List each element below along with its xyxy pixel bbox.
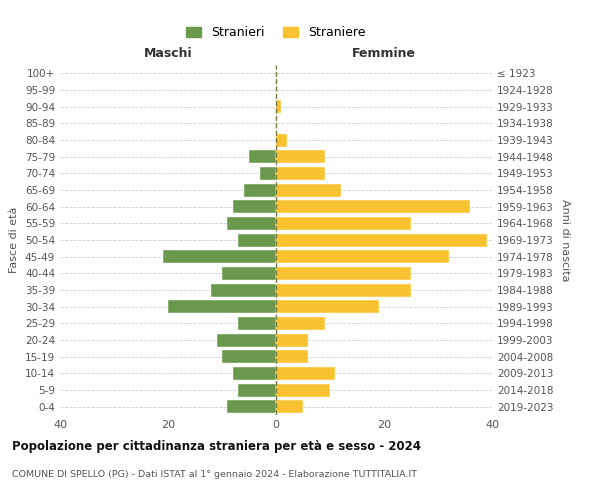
- Bar: [276, 350, 308, 363]
- Bar: [238, 234, 276, 246]
- Bar: [276, 367, 335, 380]
- Bar: [276, 400, 303, 413]
- Bar: [260, 167, 276, 180]
- Bar: [276, 100, 281, 113]
- Bar: [227, 217, 276, 230]
- Y-axis label: Fasce di età: Fasce di età: [10, 207, 19, 273]
- Bar: [276, 217, 411, 230]
- Bar: [276, 167, 325, 180]
- Bar: [238, 384, 276, 396]
- Text: Maschi: Maschi: [143, 47, 193, 60]
- Bar: [222, 350, 276, 363]
- Bar: [276, 384, 330, 396]
- Bar: [276, 234, 487, 246]
- Text: Popolazione per cittadinanza straniera per età e sesso - 2024: Popolazione per cittadinanza straniera p…: [12, 440, 421, 453]
- Bar: [276, 150, 325, 163]
- Bar: [276, 250, 449, 263]
- Bar: [163, 250, 276, 263]
- Bar: [276, 334, 308, 346]
- Bar: [276, 184, 341, 196]
- Text: COMUNE DI SPELLO (PG) - Dati ISTAT al 1° gennaio 2024 - Elaborazione TUTTITALIA.: COMUNE DI SPELLO (PG) - Dati ISTAT al 1°…: [12, 470, 417, 479]
- Bar: [217, 334, 276, 346]
- Text: Femmine: Femmine: [352, 47, 416, 60]
- Bar: [276, 284, 411, 296]
- Bar: [238, 317, 276, 330]
- Bar: [227, 400, 276, 413]
- Bar: [211, 284, 276, 296]
- Bar: [276, 267, 411, 280]
- Bar: [276, 317, 325, 330]
- Bar: [168, 300, 276, 313]
- Bar: [276, 134, 287, 146]
- Bar: [233, 200, 276, 213]
- Bar: [233, 367, 276, 380]
- Bar: [249, 150, 276, 163]
- Bar: [276, 300, 379, 313]
- Bar: [244, 184, 276, 196]
- Bar: [222, 267, 276, 280]
- Legend: Stranieri, Straniere: Stranieri, Straniere: [181, 21, 371, 44]
- Y-axis label: Anni di nascita: Anni di nascita: [560, 198, 570, 281]
- Bar: [276, 200, 470, 213]
